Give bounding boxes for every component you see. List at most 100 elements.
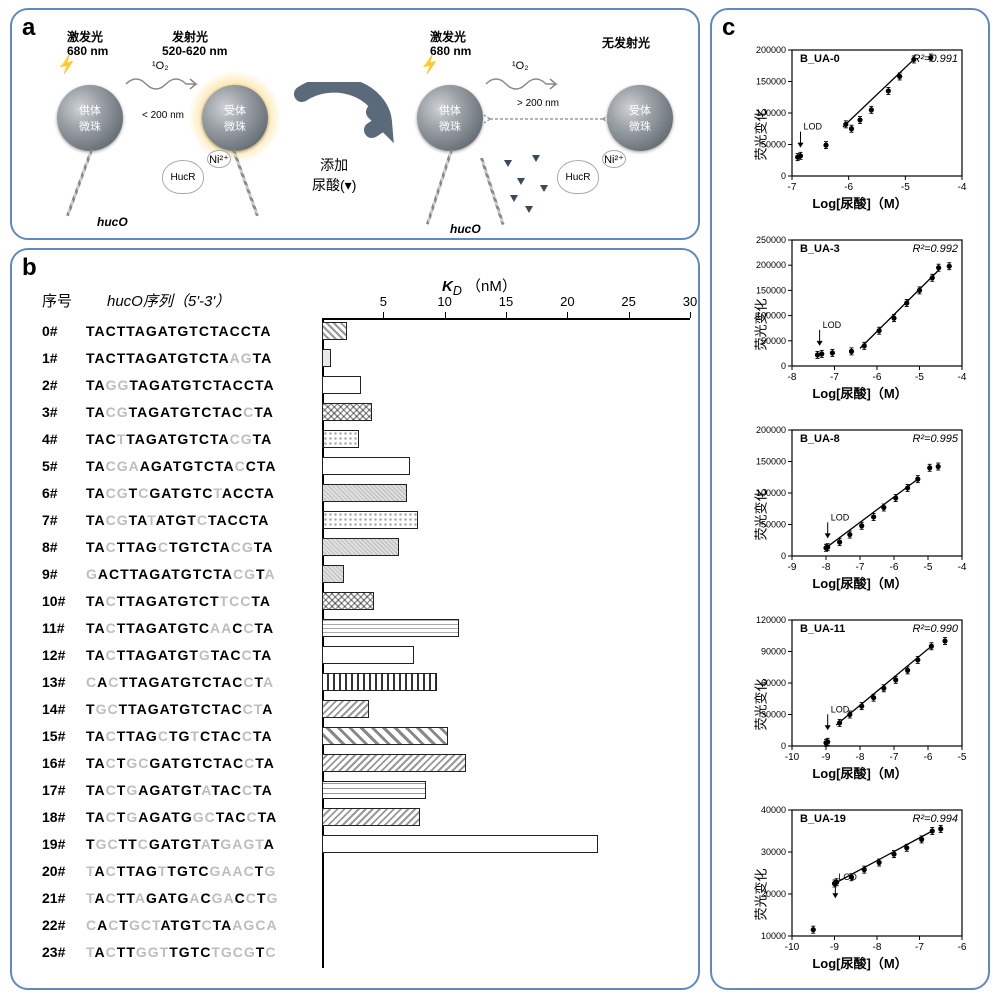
dist-far: > 200 nm [517, 98, 559, 109]
svg-text:-8: -8 [856, 752, 865, 763]
ni-l: Ni²⁺ [207, 150, 231, 168]
dna-l2 [232, 149, 259, 216]
kd-bar [322, 430, 359, 448]
svg-text:R²=0.992: R²=0.992 [912, 243, 958, 255]
seq-row: 11#TACTTAGATGTCAACCTA [42, 615, 322, 642]
svg-text:-5: -5 [958, 752, 967, 763]
kd-xaxis-top [322, 318, 690, 320]
svg-text:-9: -9 [822, 752, 831, 763]
excite-label-l: 激发光 [67, 28, 103, 45]
kd-bar [322, 349, 331, 367]
ua-tri [532, 155, 540, 162]
kd-bar [322, 646, 414, 664]
kd-bar [322, 376, 361, 394]
seq-row: 17#TACTGAGATGTATACCTA [42, 777, 322, 804]
seq-row: 20#TACTTAGTTGTCGAACTG [42, 858, 322, 885]
kd-bar [322, 781, 426, 799]
kd-bar [322, 322, 347, 340]
seq-row: 5#TACGAAGATGTCTACCTA [42, 453, 322, 480]
emit-nm: 520-620 nm [162, 44, 227, 58]
panel-a-label: a [22, 14, 35, 42]
huco-r: hucO [450, 222, 481, 236]
svg-text:R²=0.994: R²=0.994 [912, 813, 958, 825]
svg-text:R²=0.991: R²=0.991 [912, 53, 958, 65]
scatter-BUA-8: 050000100000150000200000-9-8-7-6-5-4LODB… [750, 420, 970, 590]
svg-text:-4: -4 [958, 182, 967, 193]
svg-text:LOD: LOD [823, 320, 842, 330]
scatter-BUA-19: 10000200003000040000-10-9-8-7-6LODB_UA-1… [750, 800, 970, 970]
dna-l1 [66, 149, 93, 216]
svg-text:200000: 200000 [756, 45, 786, 55]
acceptor-bead-l: 受体 微珠 [202, 85, 268, 151]
emit-label: 发射光 [172, 28, 208, 45]
ua-tri [525, 206, 533, 213]
svg-text:-6: -6 [958, 942, 967, 953]
seq-row: 21#TACTTAGATGACGACCTG [42, 885, 322, 912]
svg-text:-10: -10 [785, 752, 800, 763]
svg-text:30000: 30000 [761, 847, 786, 857]
seq-column: 0#TACTTAGATGTCTACCTA1#TACTTAGATGTCTAAGTA… [42, 318, 322, 966]
hdr-seq: hucO序列（5'-3'） [107, 290, 230, 311]
seq-row: 2#TAGGTAGATGTCTACCTA [42, 372, 322, 399]
svg-text:-7: -7 [788, 182, 797, 193]
svg-text:LOD: LOD [831, 704, 850, 714]
svg-text:90000: 90000 [761, 647, 786, 657]
kd-bar [322, 808, 420, 826]
panel-b: b 序号 hucO序列（5'-3'） KD （nM） 0#TACTTAGATGT… [10, 248, 700, 990]
svg-text:-7: -7 [856, 562, 865, 573]
hucr-l: HucR [162, 160, 204, 194]
svg-text:-8: -8 [873, 942, 882, 953]
svg-text:-4: -4 [958, 372, 967, 383]
svg-text:B_UA-19: B_UA-19 [800, 813, 846, 825]
kd-xticks: 51015202530 [322, 278, 690, 318]
svg-text:40000: 40000 [761, 805, 786, 815]
svg-text:150000: 150000 [756, 457, 786, 467]
svg-text:200000: 200000 [756, 260, 786, 270]
ua-tri [540, 185, 548, 192]
svg-text:LOD: LOD [804, 122, 823, 132]
add-arrow [294, 82, 404, 163]
panel-a: a 激发光 680 nm ⚡ 发射光 520-620 nm 供体 微珠 受体 微… [10, 8, 700, 240]
panel-c: c 050000100000150000200000-7-6-5-4LODB_U… [710, 8, 990, 990]
svg-text:B_UA-3: B_UA-3 [800, 243, 840, 255]
seq-row: 14#TGCTTAGATGTCTACCTA [42, 696, 322, 723]
kd-bar [322, 592, 374, 610]
panel-c-label: c [722, 14, 735, 42]
seq-row: 19#TGCTTCGATGTATGAGTA [42, 831, 322, 858]
seq-row: 7#TACGTATATGTCTACCTA [42, 507, 322, 534]
o2-l: ¹O₂ [152, 60, 169, 72]
seq-row: 8#TACTTAGCTGTCTACGTA [42, 534, 322, 561]
kd-bar [322, 403, 372, 421]
svg-text:-9: -9 [788, 562, 797, 573]
scatter-BUA-3: 050000100000150000200000250000-8-7-6-5-4… [750, 230, 970, 400]
svg-text:-7: -7 [915, 942, 924, 953]
svg-text:B_UA-11: B_UA-11 [800, 623, 845, 635]
acceptor-bead-r: 受体 微珠 [607, 85, 673, 151]
svg-text:-4: -4 [958, 562, 967, 573]
huco-l: hucO [97, 215, 128, 229]
seq-row: 18#TACTGAGATGGCTACCTA [42, 804, 322, 831]
svg-text:200000: 200000 [756, 425, 786, 435]
scatter-BUA-11: 0300006000090000120000-10-9-8-7-6-5LODB_… [750, 610, 970, 780]
svg-text:-5: -5 [901, 182, 910, 193]
svg-text:-6: -6 [844, 182, 853, 193]
svg-text:150000: 150000 [756, 285, 786, 295]
kd-bar [322, 565, 344, 583]
kd-bar [322, 619, 459, 637]
svg-text:-8: -8 [822, 562, 831, 573]
svg-text:R²=0.995: R²=0.995 [912, 433, 958, 445]
seq-row: 0#TACTTAGATGTCTACCTA [42, 318, 322, 345]
excite-label-r: 激发光 [430, 28, 466, 45]
noemit-label: 无发射光 [602, 34, 650, 51]
dna-r2 [480, 158, 504, 226]
hdr-seq-num: 序号 [42, 290, 72, 311]
dist-arrow-r [484, 112, 609, 126]
seq-row: 1#TACTTAGATGTCTAAGTA [42, 345, 322, 372]
ni-r: Ni²⁺ [602, 150, 626, 168]
svg-text:-9: -9 [830, 942, 839, 953]
kd-bar [322, 673, 437, 691]
svg-text:-8: -8 [788, 372, 797, 383]
svg-text:0: 0 [781, 741, 786, 751]
svg-text:250000: 250000 [756, 235, 786, 245]
scatter-BUA-0: 050000100000150000200000-7-6-5-4LODB_UA-… [750, 40, 970, 210]
